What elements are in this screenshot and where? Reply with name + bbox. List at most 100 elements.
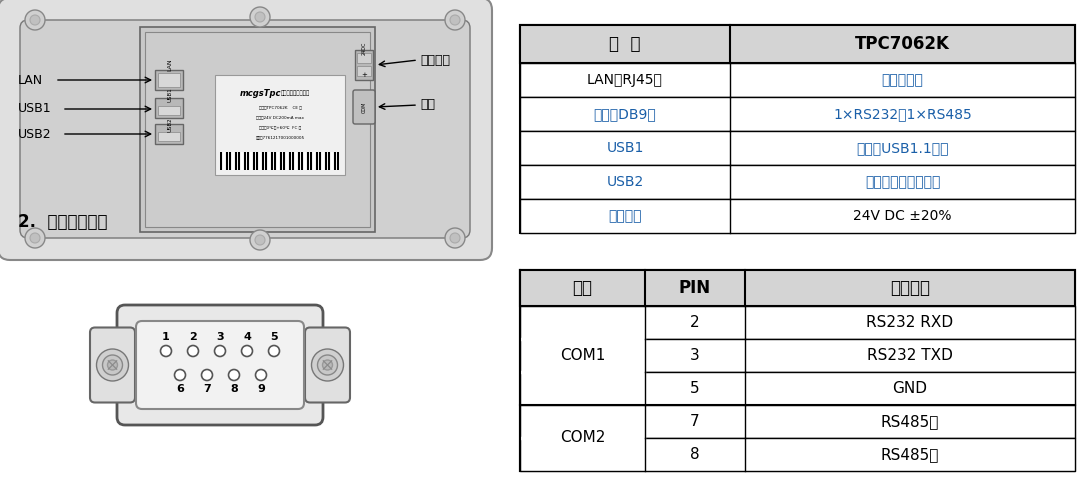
Text: 串口（DB9）: 串口（DB9） bbox=[594, 107, 656, 121]
Text: RS232 TXD: RS232 TXD bbox=[867, 348, 953, 363]
Bar bbox=[155, 70, 183, 90]
Bar bbox=[322, 152, 324, 170]
Text: 输入：24V DC200mA max: 输入：24V DC200mA max bbox=[256, 115, 304, 119]
Text: RS232 RXD: RS232 RXD bbox=[867, 315, 954, 330]
Bar bbox=[520, 306, 1075, 339]
Circle shape bbox=[323, 360, 332, 370]
Text: 2.  串口引脚定义: 2. 串口引脚定义 bbox=[19, 213, 108, 231]
Bar bbox=[262, 152, 264, 170]
Bar bbox=[232, 152, 234, 170]
Bar bbox=[256, 152, 258, 170]
Bar bbox=[259, 152, 261, 170]
Circle shape bbox=[450, 233, 460, 243]
Text: COM2: COM2 bbox=[560, 431, 605, 445]
Circle shape bbox=[25, 228, 45, 248]
Bar bbox=[520, 25, 1075, 63]
Bar bbox=[140, 27, 375, 232]
Bar bbox=[229, 152, 231, 170]
FancyBboxPatch shape bbox=[90, 327, 135, 403]
Text: 1×RS232，1×RS485: 1×RS232，1×RS485 bbox=[833, 107, 972, 121]
Text: 电源接口: 电源接口 bbox=[420, 53, 450, 67]
Bar bbox=[158, 73, 180, 87]
Text: 3: 3 bbox=[690, 348, 700, 363]
Bar bbox=[253, 152, 255, 170]
Text: PIN: PIN bbox=[679, 279, 711, 297]
Text: 24DC: 24DC bbox=[362, 41, 366, 55]
Bar bbox=[337, 152, 339, 170]
Bar bbox=[265, 152, 267, 170]
Circle shape bbox=[445, 228, 465, 248]
Bar bbox=[331, 152, 334, 170]
Bar bbox=[247, 152, 249, 170]
Text: 嵌入式一体化触摸屏: 嵌入式一体化触摸屏 bbox=[280, 90, 310, 96]
Bar bbox=[358, 53, 371, 63]
Bar bbox=[520, 165, 1075, 199]
Text: COM1: COM1 bbox=[560, 348, 605, 363]
Circle shape bbox=[450, 15, 460, 25]
Bar bbox=[215, 75, 346, 175]
Circle shape bbox=[102, 355, 122, 375]
Bar bbox=[520, 438, 1075, 471]
Circle shape bbox=[255, 12, 265, 22]
Text: USB2: USB2 bbox=[606, 175, 643, 189]
Text: 8: 8 bbox=[690, 447, 700, 462]
Text: 1: 1 bbox=[162, 332, 170, 342]
Bar bbox=[241, 152, 243, 170]
Text: 3: 3 bbox=[216, 332, 223, 342]
Circle shape bbox=[268, 346, 279, 357]
Text: 引脚定义: 引脚定义 bbox=[891, 279, 930, 297]
Bar bbox=[250, 152, 252, 170]
Text: 7: 7 bbox=[203, 384, 210, 394]
Bar bbox=[280, 152, 282, 170]
Text: USB2: USB2 bbox=[19, 128, 51, 141]
Text: 2: 2 bbox=[690, 315, 700, 330]
Circle shape bbox=[255, 235, 265, 245]
Bar bbox=[304, 152, 306, 170]
Bar bbox=[520, 270, 1075, 471]
Text: 4: 4 bbox=[243, 332, 251, 342]
Bar bbox=[325, 152, 327, 170]
Text: 主口，USB1.1兼容: 主口，USB1.1兼容 bbox=[857, 141, 948, 155]
Circle shape bbox=[174, 370, 185, 381]
Text: +: + bbox=[361, 72, 367, 78]
Text: 5: 5 bbox=[270, 332, 278, 342]
Circle shape bbox=[242, 346, 253, 357]
Bar bbox=[268, 152, 270, 170]
Bar bbox=[220, 152, 222, 170]
Text: 串口: 串口 bbox=[420, 98, 435, 111]
Bar bbox=[292, 152, 294, 170]
Bar bbox=[307, 152, 308, 170]
Bar bbox=[520, 405, 1075, 438]
Text: 从口，用于下载工程: 从口，用于下载工程 bbox=[864, 175, 941, 189]
Circle shape bbox=[97, 349, 129, 381]
Text: USB1: USB1 bbox=[606, 141, 644, 155]
Circle shape bbox=[25, 10, 45, 30]
Bar bbox=[334, 152, 336, 170]
Bar bbox=[520, 131, 1075, 165]
Bar bbox=[520, 63, 1075, 97]
FancyBboxPatch shape bbox=[353, 90, 375, 124]
Text: TPC7062K: TPC7062K bbox=[855, 35, 950, 53]
Bar bbox=[295, 152, 296, 170]
Bar bbox=[158, 106, 180, 115]
Text: 型号：TPC7062K    CE 认: 型号：TPC7062K CE 认 bbox=[258, 105, 301, 109]
Bar bbox=[223, 152, 225, 170]
Text: 24V DC ±20%: 24V DC ±20% bbox=[853, 209, 952, 223]
Text: USB2: USB2 bbox=[168, 118, 172, 132]
FancyBboxPatch shape bbox=[117, 305, 323, 425]
Bar bbox=[155, 98, 183, 118]
Text: USB1: USB1 bbox=[168, 88, 172, 102]
Text: LAN: LAN bbox=[19, 73, 44, 86]
Bar bbox=[310, 152, 312, 170]
Circle shape bbox=[229, 370, 240, 381]
FancyBboxPatch shape bbox=[0, 0, 492, 260]
Bar bbox=[158, 132, 180, 141]
Bar bbox=[298, 152, 300, 170]
Text: COM: COM bbox=[362, 101, 366, 113]
Bar bbox=[313, 152, 315, 170]
Circle shape bbox=[31, 15, 40, 25]
Bar bbox=[235, 152, 237, 170]
Bar bbox=[520, 199, 1075, 233]
Circle shape bbox=[187, 346, 198, 357]
Circle shape bbox=[312, 349, 343, 381]
